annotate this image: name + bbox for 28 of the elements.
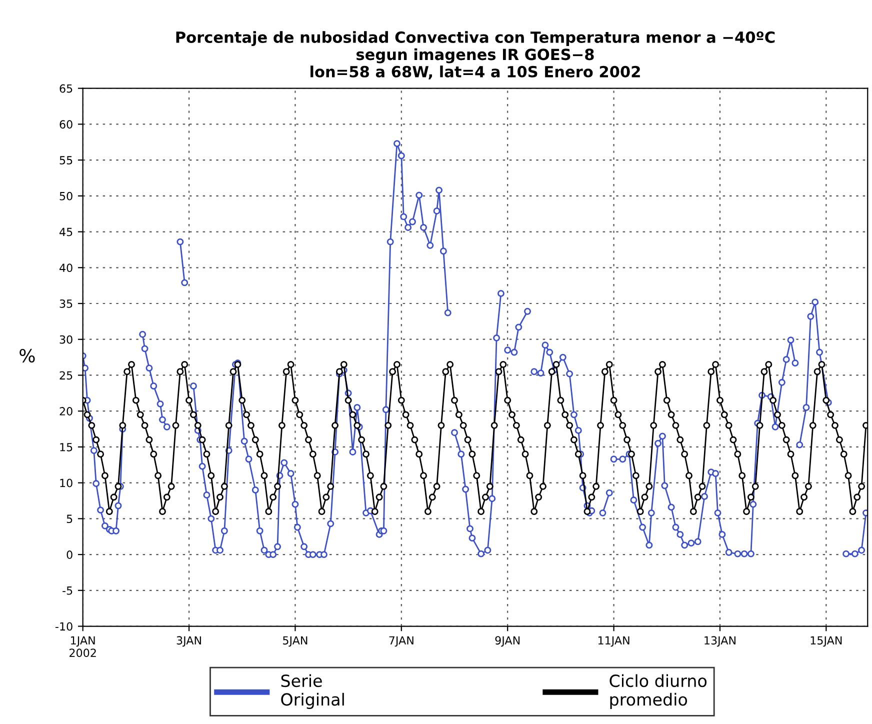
y-tick-label: 30	[60, 335, 72, 344]
y-tick-label: 60	[60, 120, 72, 129]
x-tick-label: 7JAN	[389, 636, 414, 647]
y-tick-label: 50	[60, 192, 72, 200]
y-tick-label: 55	[60, 156, 72, 164]
y-tick-label: -5	[62, 586, 72, 595]
chart-title: Porcentaje de nubosidad Convectiva con Temperatura menor a −40ºC segun imagenes IR GOES−8 lon=58 a 68W, lat=4 a 10S Enero 2002	[176, 31, 775, 80]
x-tick-label: 5JAN	[283, 636, 308, 647]
x-tick-label: 9JAN	[495, 636, 520, 647]
y-tick-label: 35	[60, 299, 72, 308]
y-tick-label: 5	[66, 514, 72, 524]
y-tick-label: 65	[60, 84, 72, 93]
y-tick-label: 20	[60, 407, 72, 416]
y-tick-label: 25	[60, 371, 72, 380]
x-tick-label: 15JAN	[810, 636, 842, 647]
y-tick-label: 0	[66, 550, 72, 559]
y-axis-title: %	[20, 348, 35, 363]
x-tick-label: 3JAN	[176, 636, 201, 647]
x-tick-label: 1JAN 2002	[70, 636, 96, 658]
y-tick-label: 15	[60, 443, 72, 452]
y-tick-label: 10	[60, 478, 72, 488]
x-tick-label: 13JAN	[704, 636, 736, 647]
x-tick-label: 11JAN	[598, 636, 630, 647]
y-tick-label: 45	[60, 228, 72, 236]
y-tick-label: -10	[56, 622, 72, 631]
legend-label: Serie Original	[281, 674, 344, 709]
y-tick-label: 40	[60, 264, 72, 272]
legend-label: Ciclo diurno promedio	[610, 674, 707, 709]
